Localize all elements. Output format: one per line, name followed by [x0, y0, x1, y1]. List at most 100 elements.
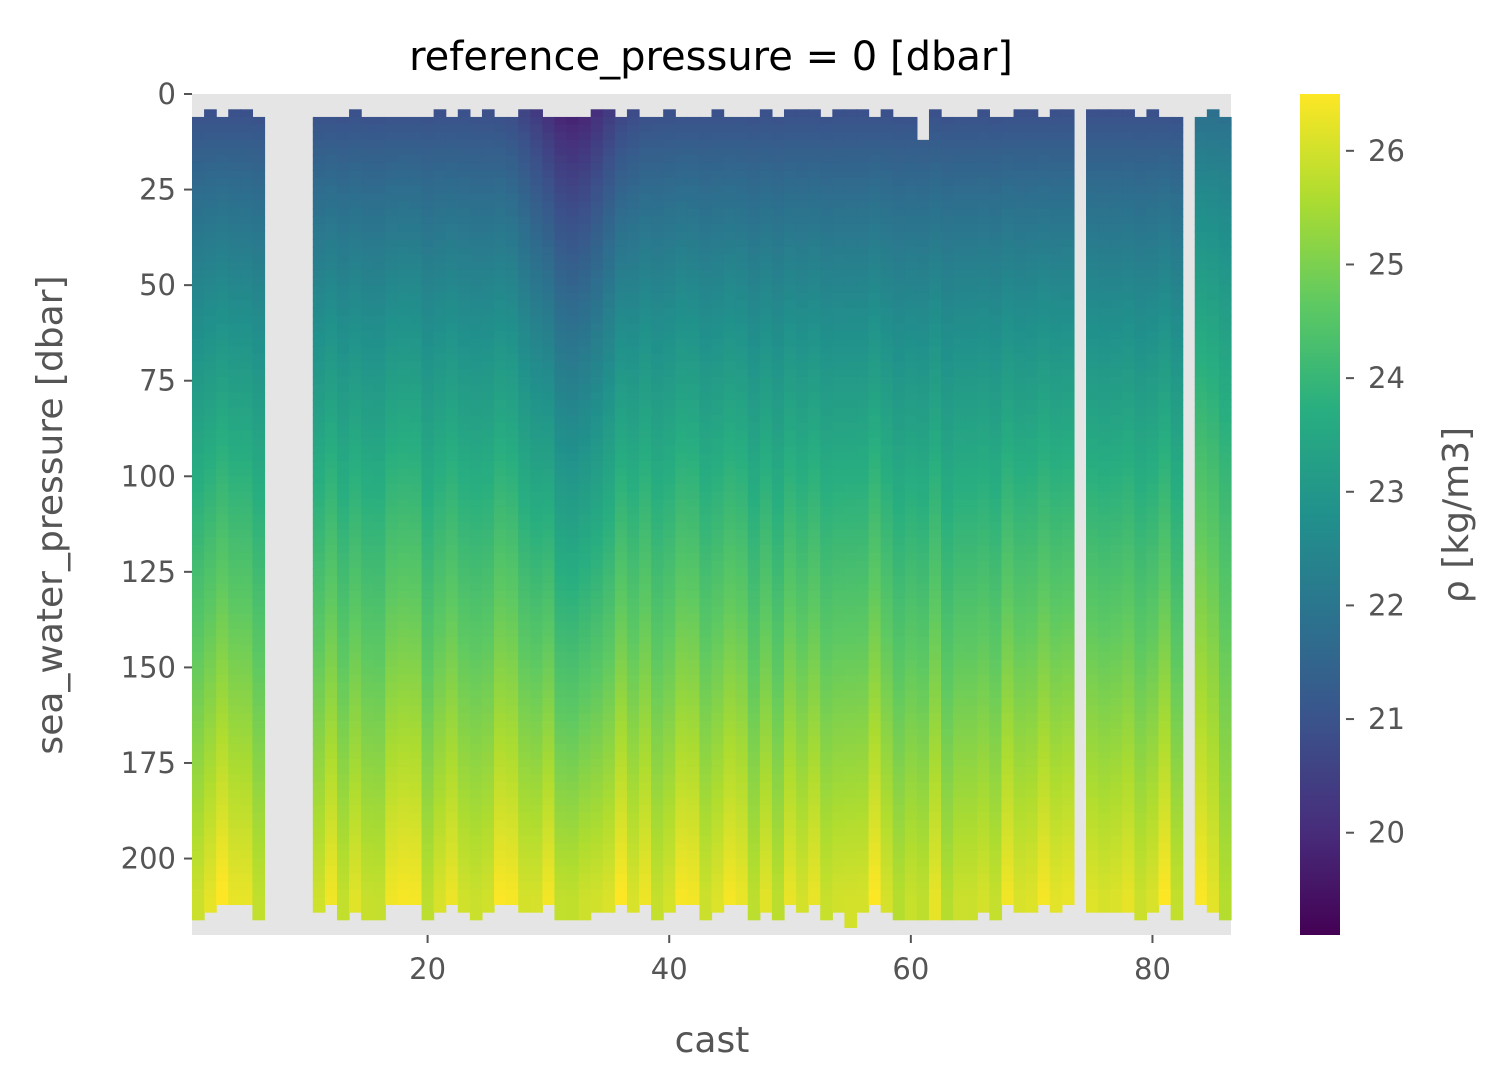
heatmap-cell: [361, 361, 374, 370]
heatmap-cell: [494, 185, 507, 194]
heatmap-cell: [336, 705, 350, 714]
heatmap-cell: [361, 789, 374, 798]
heatmap-cell: [385, 193, 398, 202]
heatmap-cell: [602, 285, 616, 294]
heatmap-cell: [759, 361, 773, 370]
heatmap-cell: [723, 873, 737, 883]
heatmap-cell: [324, 728, 338, 737]
heatmap-cell: [433, 269, 447, 279]
heatmap-cell: [445, 667, 459, 676]
heatmap-cell: [602, 422, 616, 431]
heatmap-cell: [735, 201, 749, 210]
heatmap-cell: [578, 858, 592, 867]
heatmap-cell: [771, 116, 785, 126]
heatmap-cell: [433, 468, 447, 477]
heatmap-cell: [445, 361, 459, 370]
heatmap-cell: [204, 667, 217, 676]
heatmap-cell: [771, 361, 785, 370]
heatmap-cell: [409, 606, 423, 615]
heatmap-cell: [759, 331, 773, 340]
heatmap-cell: [469, 522, 483, 531]
heatmap-cell: [409, 445, 423, 454]
heatmap-cell: [699, 889, 713, 898]
heatmap-cell: [469, 315, 483, 324]
heatmap-cell: [663, 353, 676, 363]
heatmap-cell: [723, 216, 737, 225]
heatmap-cell: [192, 445, 205, 454]
heatmap-cell: [759, 598, 773, 607]
heatmap-cell: [783, 201, 797, 210]
heatmap-cell: [578, 315, 592, 324]
heatmap-cell: [614, 399, 628, 409]
heatmap-cell: [397, 568, 411, 577]
heatmap-cell: [530, 415, 543, 424]
heatmap-cell: [626, 162, 640, 172]
heatmap-cell: [711, 407, 725, 416]
heatmap-cell: [783, 285, 797, 294]
heatmap-cell: [445, 506, 459, 516]
heatmap-cell: [639, 491, 652, 500]
heatmap-cell: [747, 438, 761, 447]
heatmap-cell: [216, 759, 229, 768]
heatmap-cell: [312, 476, 326, 485]
heatmap-cell: [699, 338, 713, 347]
heatmap-cell: [759, 185, 773, 194]
heatmap-cell: [711, 766, 725, 776]
heatmap-cell: [469, 201, 483, 210]
heatmap-cell: [699, 621, 713, 630]
heatmap-cell: [240, 285, 254, 294]
heatmap-cell: [373, 514, 386, 523]
heatmap-cell: [542, 728, 556, 737]
heatmap-cell: [711, 621, 725, 630]
heatmap-cell: [204, 720, 217, 730]
heatmap-cell: [747, 331, 761, 340]
heatmap-cell: [626, 774, 640, 783]
heatmap-cell: [240, 460, 254, 470]
heatmap-cell: [421, 399, 435, 409]
heatmap-cell: [252, 675, 266, 684]
heatmap-cell: [602, 644, 616, 653]
heatmap-cell: [675, 147, 688, 156]
heatmap-cell: [590, 384, 604, 393]
heatmap-cell: [228, 858, 241, 867]
heatmap-cell: [614, 460, 628, 470]
heatmap-cell: [687, 277, 701, 286]
heatmap-cell: [530, 560, 543, 569]
heatmap-cell: [735, 315, 749, 324]
heatmap-cell: [602, 231, 616, 240]
heatmap-cell: [639, 178, 652, 187]
heatmap-cell: [469, 193, 483, 202]
heatmap-cell: [808, 338, 821, 347]
heatmap-cell: [530, 506, 543, 516]
heatmap-cell: [518, 889, 531, 898]
heatmap-cell: [204, 216, 217, 225]
heatmap-cell: [445, 705, 459, 714]
heatmap-cell: [699, 193, 713, 202]
heatmap-cell: [397, 193, 411, 202]
heatmap-cell: [651, 201, 664, 210]
heatmap-cell: [361, 346, 374, 355]
heatmap-cell: [735, 139, 749, 149]
heatmap-cell: [445, 575, 459, 584]
heatmap-cell: [566, 476, 580, 485]
heatmap-cell: [796, 529, 809, 539]
heatmap-cell: [759, 697, 773, 707]
heatmap-cell: [469, 216, 483, 225]
heatmap-cell: [747, 376, 761, 386]
heatmap-cell: [602, 155, 616, 164]
heatmap-cell: [759, 667, 773, 676]
heatmap-cell: [808, 644, 821, 653]
heatmap-cell: [590, 598, 604, 607]
heatmap-cell: [409, 453, 423, 462]
heatmap-cell: [373, 407, 386, 416]
heatmap-cell: [651, 422, 664, 431]
heatmap-cell: [409, 889, 423, 898]
heatmap-cell: [228, 269, 241, 279]
heatmap-cell: [469, 629, 483, 638]
heatmap-cell: [469, 468, 483, 477]
heatmap-cell: [481, 376, 495, 386]
heatmap-cell: [216, 568, 229, 577]
heatmap-cell: [602, 262, 616, 271]
heatmap-cell: [747, 300, 761, 309]
heatmap-cell: [675, 254, 688, 263]
